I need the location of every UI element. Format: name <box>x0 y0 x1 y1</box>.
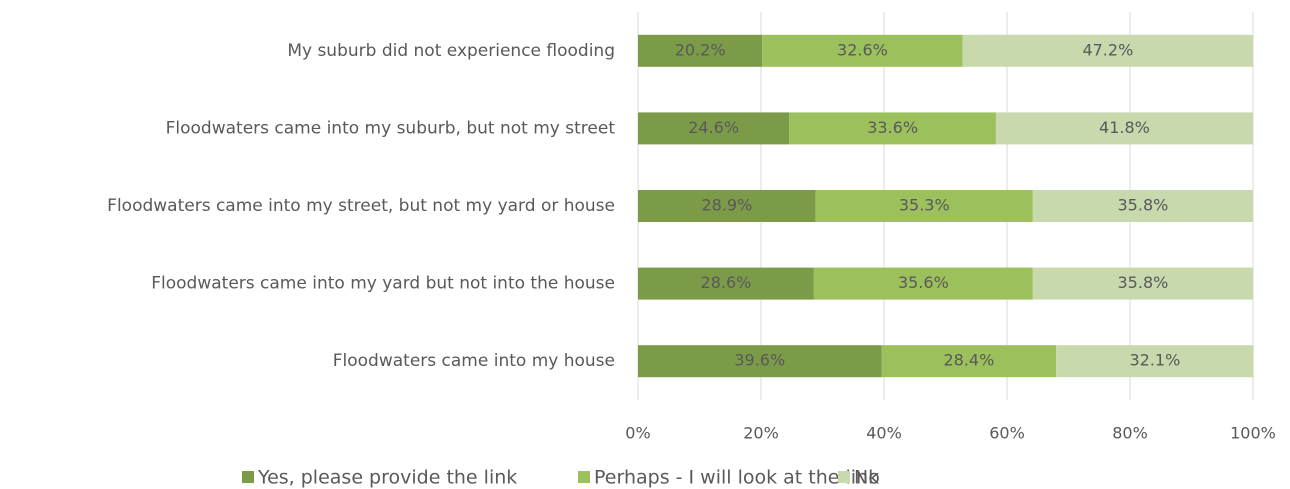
bar-segment <box>638 267 814 300</box>
bar-segment <box>995 112 1253 145</box>
value-label: 32.1% <box>1129 351 1180 370</box>
legend-swatch <box>242 471 254 483</box>
legend-swatch <box>578 471 590 483</box>
bar-segment <box>789 112 996 145</box>
bar-segment <box>1056 345 1254 378</box>
category-label: My suburb did not experience flooding <box>287 41 615 61</box>
bar-segment <box>762 34 963 67</box>
value-label: 35.8% <box>1118 273 1169 292</box>
value-label: 28.9% <box>701 196 752 215</box>
value-label: 35.8% <box>1118 196 1169 215</box>
category-label: Floodwaters came into my street, but not… <box>107 196 615 216</box>
x-tick-label: 60% <box>989 424 1025 443</box>
bar-segment <box>638 34 763 67</box>
value-label: 28.4% <box>943 351 994 370</box>
value-label: 24.6% <box>688 118 739 137</box>
value-label: 32.6% <box>837 40 888 59</box>
value-label: 39.6% <box>734 351 785 370</box>
value-label: 41.8% <box>1099 118 1150 137</box>
x-tick-label: 0% <box>625 424 650 443</box>
value-label: 33.6% <box>867 118 918 137</box>
value-label: 20.2% <box>675 40 726 59</box>
legend-swatch <box>838 471 850 483</box>
bar-segment <box>638 345 882 378</box>
bar-segment <box>815 190 1033 222</box>
value-label: 28.6% <box>701 273 752 292</box>
category-label: Floodwaters came into my suburb, but not… <box>166 118 616 138</box>
x-tick-label: 80% <box>1112 424 1148 443</box>
x-tick-label: 40% <box>866 424 902 443</box>
category-label: Floodwaters came into my yard but not in… <box>151 274 615 294</box>
bar-segment <box>1032 267 1253 300</box>
value-label: 35.6% <box>898 273 949 292</box>
bar-segment <box>638 190 816 222</box>
x-tick-label: 100% <box>1230 424 1276 443</box>
bar-segment <box>813 267 1033 300</box>
category-label: Floodwaters came into my house <box>333 351 615 371</box>
bar-segment <box>881 345 1057 378</box>
x-tick-label: 20% <box>743 424 779 443</box>
legend-label: Perhaps - I will look at the link <box>594 467 879 489</box>
bar-segment <box>1032 190 1253 222</box>
bar-segment <box>638 112 790 145</box>
bar-segment <box>962 34 1253 67</box>
value-label: 47.2% <box>1082 40 1133 59</box>
legend-label: No <box>854 467 880 489</box>
legend-label: Yes, please provide the link <box>257 467 517 489</box>
value-label: 35.3% <box>899 196 950 215</box>
